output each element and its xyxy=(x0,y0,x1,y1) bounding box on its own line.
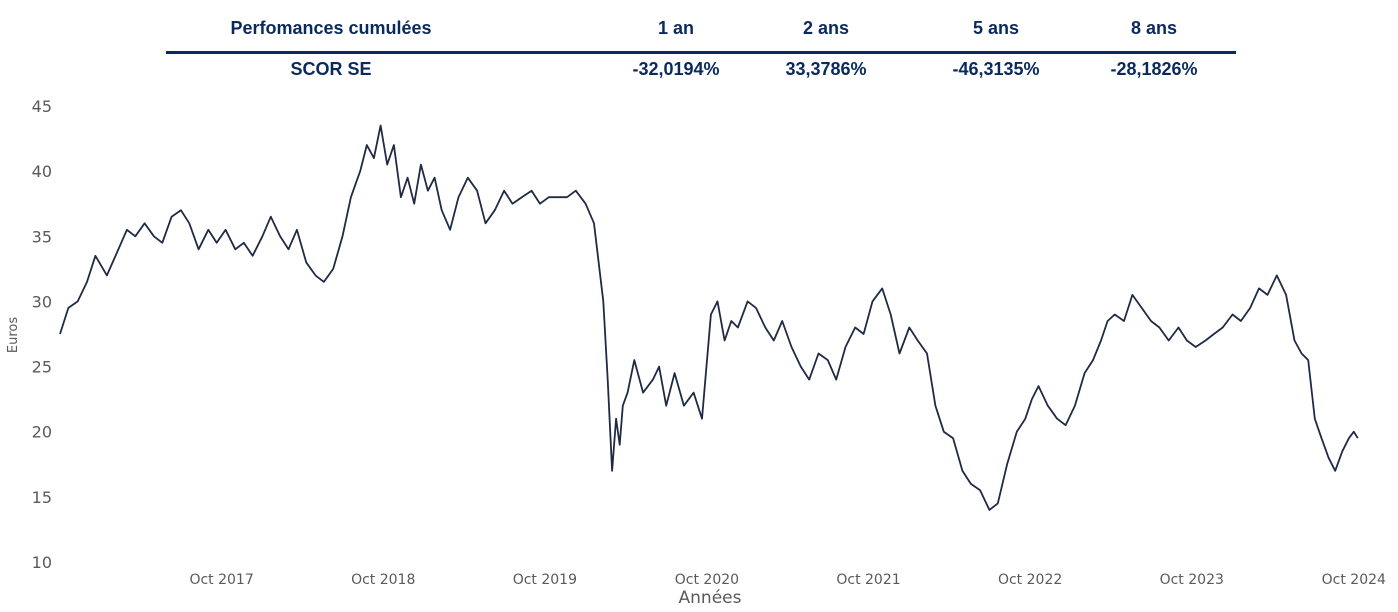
x-axis-ticks: Oct 2017 Oct 2018 Oct 2019 Oct 2020 Oct 2021… xyxy=(189,572,1386,588)
x-tick-label: Oct 2024 xyxy=(1322,572,1386,588)
y-tick-label: 40 xyxy=(32,162,52,181)
performance-table: Perfomances cumulées 1 an 2 ans 5 ans 8 … xyxy=(166,0,1236,100)
row-1-year-value: -32,0194% xyxy=(632,58,720,79)
header-5-years: 5 ans xyxy=(972,17,1020,38)
x-axis-title: Années xyxy=(679,588,742,608)
x-tick-label: Oct 2019 xyxy=(513,572,577,588)
y-tick-label: 25 xyxy=(32,358,52,377)
row-company-name: SCOR SE xyxy=(290,58,372,79)
y-tick-label: 35 xyxy=(32,227,52,246)
series-layer xyxy=(59,124,1359,511)
x-tick-label: Oct 2022 xyxy=(998,572,1062,588)
x-tick-label: Oct 2017 xyxy=(189,572,253,588)
x-tick-label: Oct 2023 xyxy=(1160,572,1224,588)
y-tick-label: 15 xyxy=(32,488,52,507)
y-tick-label: 45 xyxy=(32,97,52,116)
row-8-years-value: -28,1826% xyxy=(1110,58,1198,79)
header-8-years: 8 ans xyxy=(1130,17,1178,38)
x-tick-label: Oct 2018 xyxy=(351,572,415,588)
y-axis-title: Euros xyxy=(6,317,21,353)
y-tick-label: 10 xyxy=(32,553,52,572)
y-tick-label: 30 xyxy=(32,292,52,311)
header-label: Perfomances cumulées xyxy=(230,17,432,38)
y-tick-label: 20 xyxy=(32,423,52,442)
header-divider xyxy=(166,51,1236,54)
header-2-years: 2 ans xyxy=(802,17,850,38)
x-tick-label: Oct 2021 xyxy=(836,572,900,588)
performance-data-row: SCOR SE -32,0194% 33,3786% -46,3135% -28… xyxy=(166,49,1236,89)
row-2-years-value: 33,3786% xyxy=(785,58,867,79)
row-5-years-value: -46,3135% xyxy=(952,58,1040,79)
performance-header-row: Perfomances cumulées 1 an 2 ans 5 ans 8 … xyxy=(166,8,1236,48)
x-tick-label: Oct 2020 xyxy=(675,572,739,588)
header-1-year: 1 an xyxy=(657,17,695,38)
series-line xyxy=(59,124,1359,511)
y-axis-ticks: 10 15 20 25 30 35 40 45 xyxy=(32,97,52,572)
